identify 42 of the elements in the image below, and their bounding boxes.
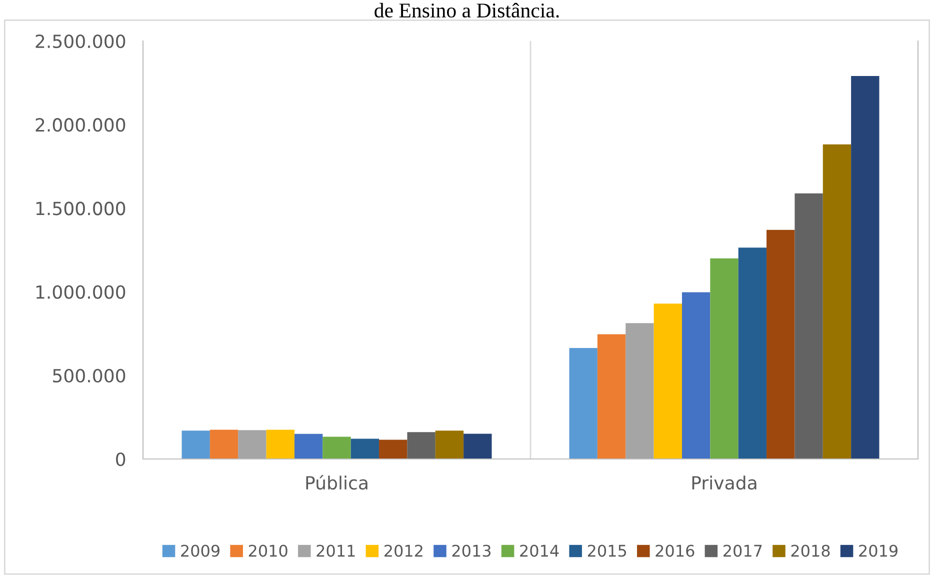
bar [182,430,210,459]
legend-label: 2011 [316,544,355,557]
legend-label: 2019 [859,544,898,557]
y-tick-label: 1.500.000 [36,202,126,216]
bar [266,430,294,459]
bar [597,334,626,459]
bar [710,258,738,459]
y-tick-label: 2.500.000 [36,34,126,48]
legend-label: 2012 [384,544,422,557]
legend-label: 2016 [656,544,694,557]
bar [350,438,380,459]
x-tick-label: Pública [306,474,368,490]
bar [851,76,880,459]
bar [379,440,408,459]
legend-label: 2014 [520,544,559,557]
bar [435,430,464,459]
y-tick-label: 500.000 [53,368,126,383]
bar [210,430,238,459]
y-tick-label: 0 [116,452,126,466]
bar [654,304,682,459]
bar [822,144,852,459]
chart-title: de Ensino a Distância. [374,2,559,18]
y-tick-label: 2.000.000 [36,118,126,132]
legend-label: 2015 [588,544,626,557]
bar [294,434,323,459]
legend-label: 2018 [791,544,830,557]
bar [626,323,654,459]
bar [238,430,266,459]
bar [407,432,436,459]
bar [794,193,823,459]
bar [464,434,492,459]
legend-label: 2013 [452,544,491,557]
bar [569,348,598,459]
legend-label: 2009 [181,544,220,557]
bar [682,292,710,459]
bar [738,248,767,459]
legend-label: 2010 [248,544,288,557]
legend-label: 2017 [724,544,762,557]
bar [766,230,795,459]
x-tick-label: Privada [692,476,756,490]
y-tick-label: 1.000.000 [36,285,126,299]
bar [322,436,351,459]
